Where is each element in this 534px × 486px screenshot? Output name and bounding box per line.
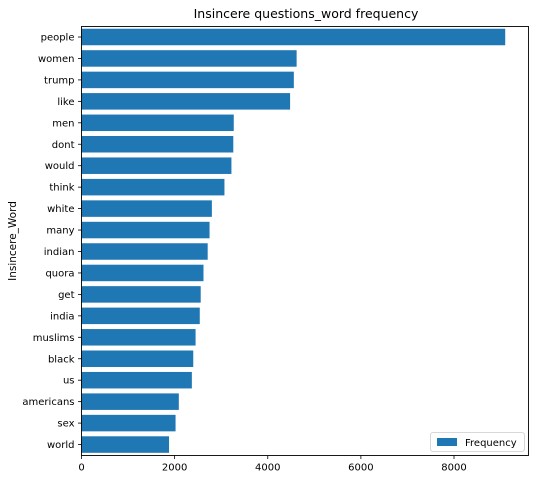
bars-group [81,28,506,453]
bar-get [81,286,201,303]
y-tick-label: white [47,204,74,215]
legend-swatch [437,438,457,446]
bar-women [81,50,297,67]
x-tick-label: 8000 [441,463,466,474]
x-tick-label: 6000 [348,463,373,474]
bar-think [81,178,225,196]
bar-dont [81,136,234,153]
x-axis-ticks: 0 2000 4000 6000 8000 [78,455,467,474]
legend-label: Frequency [465,438,517,449]
y-tick-label: india [50,311,74,322]
y-tick-label: would [45,161,75,172]
y-tick-label: trump [44,75,74,86]
legend-box [430,432,525,452]
bar-white [81,200,212,217]
bar-india [81,307,200,325]
y-axis-label: Insincere_Word [7,201,19,281]
bar-americans [81,393,179,410]
y-tick-label: sex [57,419,74,430]
x-tick-label: 2000 [162,463,187,474]
y-tick-label: women [38,54,75,65]
bar-muslims [81,329,196,346]
bar-quora [81,264,204,282]
x-tick-label: 0 [78,463,84,474]
y-tick-label: indian [44,247,75,258]
y-tick-label: americans [22,397,74,408]
y-tick-label: people [41,33,75,44]
y-axis-ticks: people women trump like men dont would think whi… [22,33,82,451]
y-tick-label: quora [45,268,74,279]
bar-many [81,221,210,239]
y-tick-label: dont [52,140,75,151]
y-tick-label: think [49,183,74,194]
bar-like [81,93,291,110]
y-tick-label: world [47,440,75,451]
bar-sex [81,414,176,432]
bar-would [81,157,232,174]
bar-trump [81,71,294,89]
bar-world [81,436,170,453]
bar-men [81,114,234,132]
y-tick-label: like [57,97,74,108]
y-tick-label: black [48,354,75,365]
bar-people [81,28,506,46]
bar-black [81,350,194,367]
bar-indian [81,243,208,260]
y-tick-label: us [63,376,75,387]
y-tick-label: muslims [33,333,75,344]
x-tick-label: 4000 [255,463,280,474]
y-tick-label: men [52,118,74,129]
legend: Frequency [430,432,525,452]
bar-us [81,371,192,389]
chart-title: Insincere questions_word frequency [194,6,419,21]
y-tick-label: many [46,226,74,237]
y-tick-label: get [58,290,75,301]
plot-frame [81,26,529,456]
